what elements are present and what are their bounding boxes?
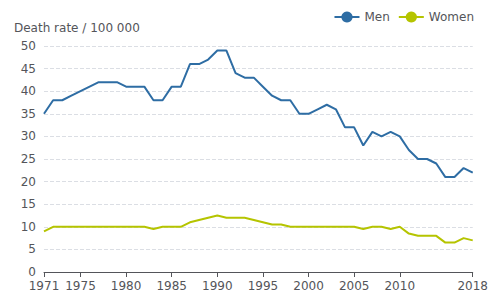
svg-text:40: 40: [21, 84, 36, 98]
svg-text:35: 35: [21, 107, 36, 121]
svg-text:1975: 1975: [65, 279, 96, 293]
svg-text:15: 15: [21, 197, 36, 211]
svg-text:50: 50: [21, 39, 36, 53]
svg-text:2005: 2005: [339, 279, 370, 293]
svg-text:Men: Men: [364, 10, 389, 24]
svg-text:5: 5: [28, 242, 36, 256]
svg-text:Women: Women: [429, 10, 474, 24]
svg-text:20: 20: [21, 175, 36, 189]
svg-text:1971: 1971: [29, 279, 60, 293]
svg-text:1990: 1990: [202, 279, 233, 293]
svg-text:Death rate / 100 000: Death rate / 100 000: [14, 21, 140, 35]
svg-text:2018: 2018: [457, 279, 488, 293]
svg-text:30: 30: [21, 129, 36, 143]
svg-text:1985: 1985: [156, 279, 187, 293]
svg-text:25: 25: [21, 152, 36, 166]
svg-text:0: 0: [28, 265, 36, 279]
svg-text:2010: 2010: [384, 279, 415, 293]
svg-text:2000: 2000: [293, 279, 324, 293]
svg-text:1980: 1980: [111, 279, 142, 293]
svg-text:45: 45: [21, 62, 36, 76]
svg-text:1995: 1995: [248, 279, 279, 293]
svg-text:10: 10: [21, 220, 36, 234]
